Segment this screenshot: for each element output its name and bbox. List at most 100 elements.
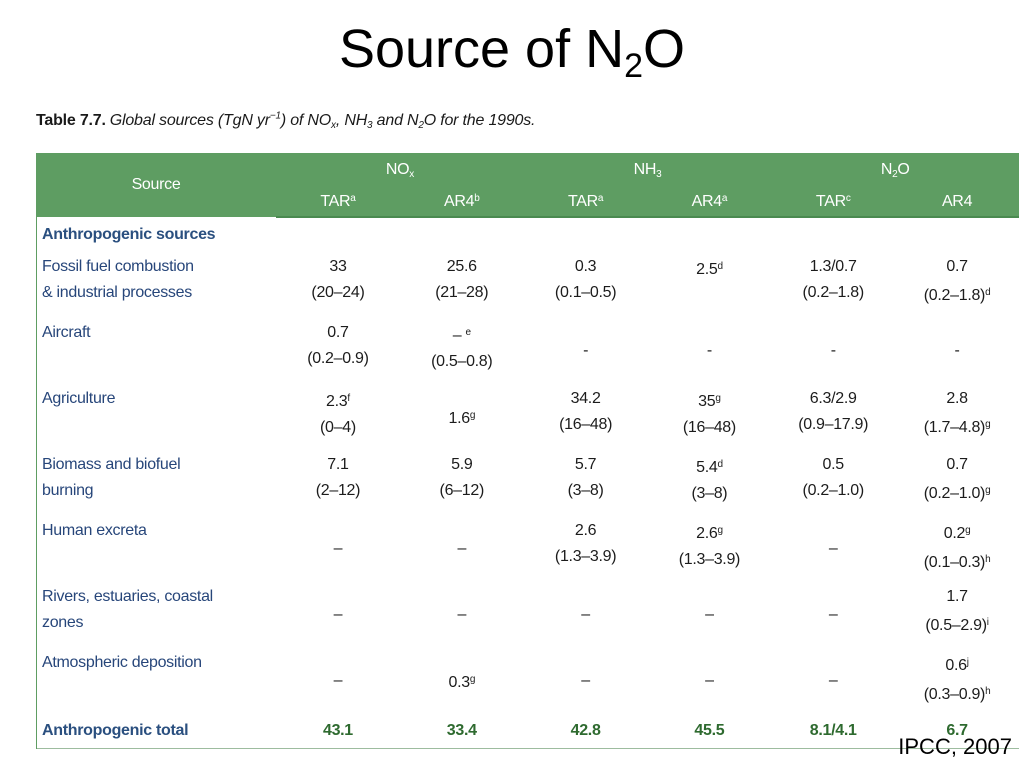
footnote-marker: g bbox=[985, 485, 991, 496]
cell-range: (3–8) bbox=[567, 482, 604, 499]
row-source-label: Aircraft bbox=[42, 324, 91, 341]
cell-range: (0.2–1.0) bbox=[802, 482, 865, 499]
cell-value: - bbox=[583, 342, 589, 359]
row-source-label: Human excreta bbox=[42, 522, 147, 539]
table-cell: 0.3 (0.1–0.5) bbox=[524, 252, 648, 318]
header-assessment-1: TARa bbox=[276, 188, 400, 218]
cell-range: (0.1–0.5) bbox=[554, 284, 617, 301]
footnote-marker: g bbox=[715, 393, 721, 404]
table-cell: 35g (16–48) bbox=[648, 384, 772, 450]
table-cell: 2.6 (1.3–3.9) bbox=[524, 516, 648, 582]
footnote-marker: d bbox=[717, 459, 723, 470]
footnote-marker: g bbox=[717, 525, 723, 536]
footnote-marker: g bbox=[469, 673, 476, 685]
table-row: Atmospheric deposition – 0.3g – – – 0.6j (0.3–0… bbox=[36, 648, 1019, 714]
sources-table: Source NOx NH3 N2O TARa AR4b TARa AR4a TARc AR4 A… bbox=[36, 153, 1019, 749]
table-row: Aircraft 0.7 (0.2–0.9) – e (0.5–0.8) - - - - bbox=[36, 318, 1019, 384]
table-cell: 1.3/0.7 (0.2–1.8) bbox=[771, 252, 895, 318]
table-cell: 5.9 (6–12) bbox=[400, 450, 524, 516]
cell-range: (0.2–1.8)d bbox=[923, 287, 991, 304]
cell-estimate: 0.6j bbox=[945, 657, 969, 674]
cell-estimate: 2.6 bbox=[574, 522, 597, 539]
cell-value: 1.6g bbox=[448, 409, 476, 427]
cell-range: (20–24) bbox=[311, 284, 365, 301]
footnote-marker: g bbox=[985, 419, 991, 430]
header-assessment-5: TARc bbox=[771, 188, 896, 218]
cell-value: – bbox=[333, 672, 343, 689]
footnote-marker: h bbox=[985, 554, 991, 565]
footnote-marker: e bbox=[465, 327, 472, 338]
total-value: 42.8 bbox=[523, 714, 648, 749]
header-assessment-3: TARa bbox=[523, 188, 648, 218]
cell-value: - bbox=[706, 342, 712, 359]
table-cell: – bbox=[524, 582, 648, 648]
table-cell: 5.7 (3–8) bbox=[524, 450, 648, 516]
cell-range bbox=[648, 283, 772, 309]
cell-estimate: 5.7 bbox=[574, 456, 597, 473]
table-row: Biomass and biofuel burning 7.1 (2–12) 5.9 (… bbox=[36, 450, 1019, 516]
cell-estimate: 2.8 bbox=[946, 390, 968, 407]
table-cell: 2.6g (1.3–3.9) bbox=[648, 516, 772, 582]
cell-estimate: 34.2 bbox=[570, 390, 601, 407]
table-cell: – bbox=[400, 582, 524, 648]
table-cell: - bbox=[524, 318, 648, 384]
table-cell: 2.8 (1.7–4.8)g bbox=[895, 384, 1019, 450]
total-value: 6.7 bbox=[895, 714, 1019, 749]
table-cell: – bbox=[648, 582, 772, 648]
table-body: Anthropogenic sources Fossil fuel combust… bbox=[36, 217, 1019, 749]
table-cell: 0.7 (0.2–1.8)d bbox=[895, 252, 1019, 318]
cell-range: (0.5–2.9)i bbox=[925, 617, 989, 634]
total-value: 8.1/4.1 bbox=[771, 714, 896, 749]
table-cell: – bbox=[400, 516, 524, 582]
table-cell: 34.2 (16–48) bbox=[524, 384, 648, 450]
source-attribution: IPCC, 2007 bbox=[898, 734, 1012, 759]
header-group-3: N2O bbox=[771, 153, 1019, 188]
table-cell: – bbox=[648, 648, 772, 714]
table-cell: 2.5d bbox=[648, 252, 772, 318]
title-text: Source of N bbox=[338, 19, 625, 79]
table-cell: 1.7 (0.5–2.9)i bbox=[895, 582, 1019, 648]
footnote-marker: f bbox=[347, 393, 350, 404]
table-caption-label: Table 7.7. bbox=[36, 112, 106, 130]
table-cell: – bbox=[276, 648, 400, 714]
cell-estimate: 25.6 bbox=[446, 258, 477, 275]
total-value: 43.1 bbox=[276, 714, 400, 749]
cell-value: - bbox=[954, 342, 960, 359]
cell-range: (3–8) bbox=[691, 485, 728, 502]
cell-estimate: 1.3/0.7 bbox=[809, 258, 857, 275]
table-cell: – bbox=[276, 516, 400, 582]
cell-range: (16–48) bbox=[682, 419, 736, 436]
cell-range: (0.2–0.9) bbox=[307, 350, 369, 367]
cell-range: (0.9–17.9) bbox=[798, 416, 869, 433]
footnote-marker: h bbox=[985, 686, 991, 697]
cell-range: (1.7–4.8)g bbox=[923, 419, 991, 436]
cell-range: (6–12) bbox=[439, 482, 485, 499]
cell-value: – bbox=[705, 606, 714, 623]
cell-value: – bbox=[457, 606, 467, 623]
title-subscript: 2 bbox=[624, 47, 644, 85]
table-cell: 0.2g (0.1–0.3)h bbox=[895, 516, 1019, 582]
cell-range: (16–48) bbox=[559, 416, 613, 433]
total-row: Anthropogenic total 43.1 33.4 42.8 45.5 8.1/4… bbox=[36, 714, 1019, 749]
cell-estimate: 33 bbox=[329, 258, 347, 275]
table-caption-text: Global sources (TgN yr−1) of NOx, NH3 an… bbox=[109, 111, 536, 132]
table-cell: 33 (20–24) bbox=[276, 252, 400, 318]
table-row: Fossil fuel combustion & industrial proc… bbox=[36, 252, 1019, 318]
cell-estimate: 1.7 bbox=[946, 588, 968, 605]
footnote-marker: g bbox=[469, 409, 476, 421]
total-label: Anthropogenic total bbox=[36, 714, 277, 749]
row-source-label: Biomass and biofuel burning bbox=[42, 456, 181, 499]
cell-estimate: 35g bbox=[698, 393, 721, 410]
section-row: Anthropogenic sources bbox=[36, 217, 1019, 252]
header-row-assessments: TARa AR4b TARa AR4a TARc AR4 bbox=[36, 188, 1019, 218]
cell-estimate: 0.7 bbox=[946, 258, 968, 275]
table-cell: - bbox=[648, 318, 772, 384]
cell-estimate: 2.3f bbox=[326, 393, 350, 410]
table-cell: 0.7 (0.2–1.0)g bbox=[895, 450, 1019, 516]
cell-value: – bbox=[828, 672, 838, 689]
table-caption: Table 7.7. Global sources (TgN yr−1) of N… bbox=[36, 111, 535, 131]
row-source-label: Fossil fuel combustion & industrial proc… bbox=[42, 258, 194, 301]
header-source: Source bbox=[36, 153, 277, 217]
cell-value: – bbox=[457, 540, 467, 557]
cell-estimate: 5.4d bbox=[696, 459, 723, 476]
